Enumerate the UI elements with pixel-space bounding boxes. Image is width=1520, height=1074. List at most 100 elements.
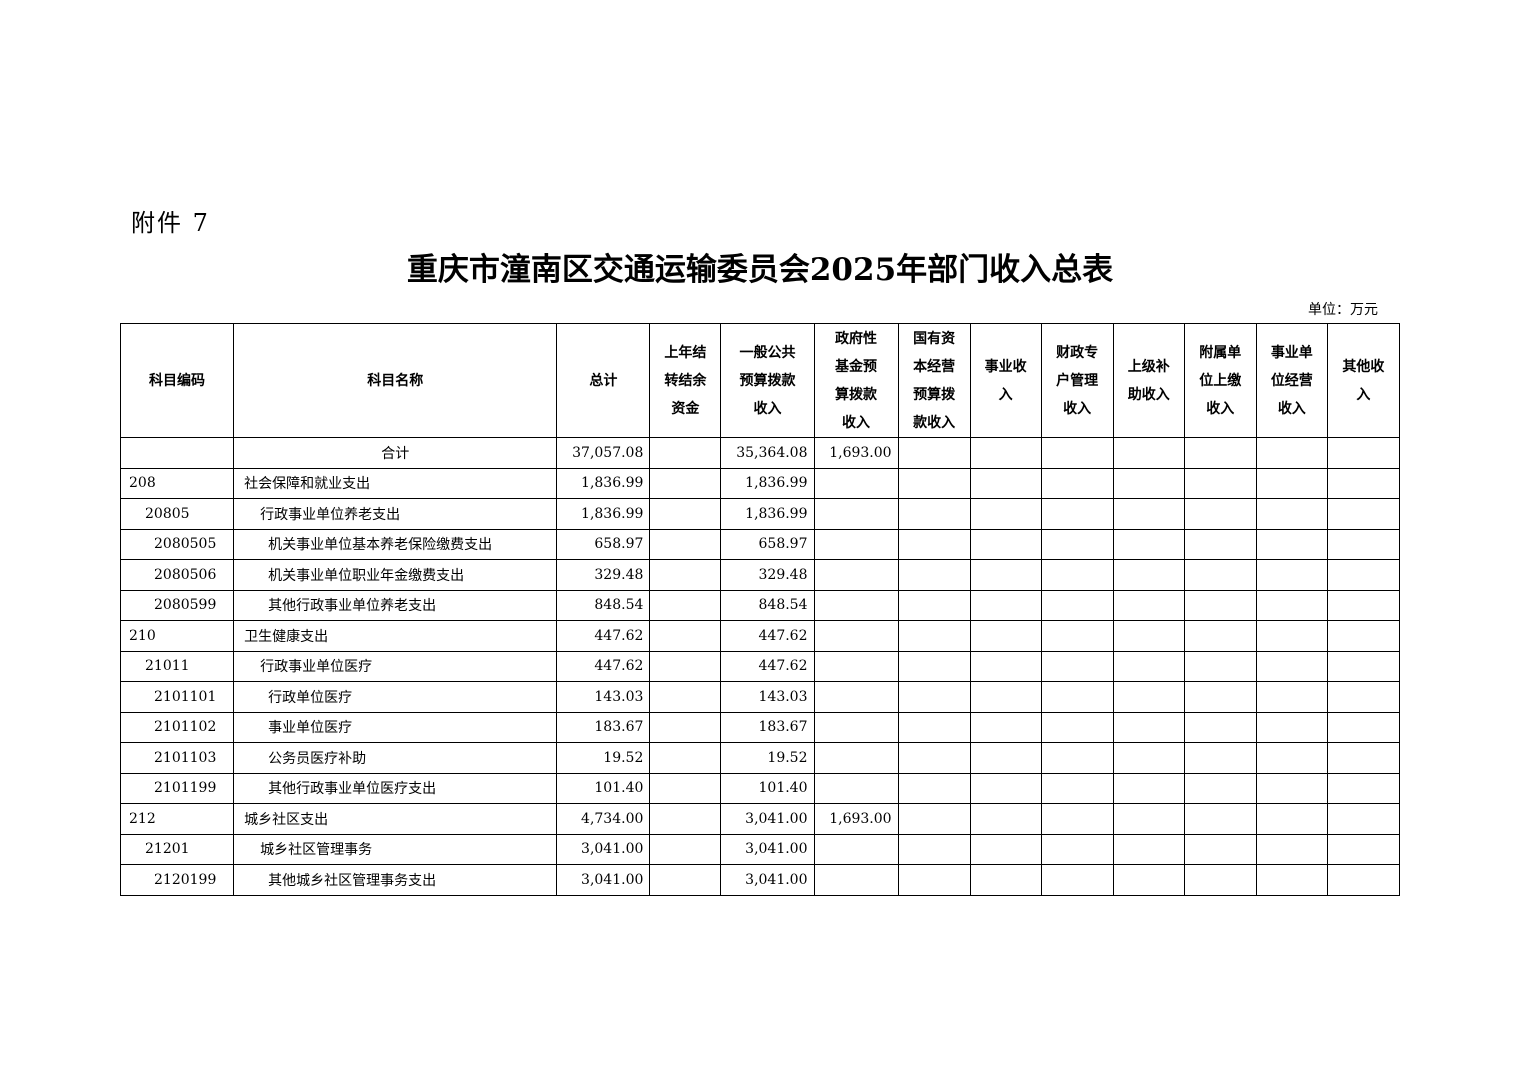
empty-cell <box>1255 803 1328 835</box>
table-row: 2101101 行政单位医疗 143.03 143.03 <box>119 681 1401 713</box>
total-label: 合计 <box>233 437 558 469</box>
carryover-cell <box>649 772 722 804</box>
empty-cell <box>1183 864 1257 896</box>
empty-cell <box>1040 681 1114 713</box>
empty-cell <box>1183 467 1257 499</box>
empty-cell <box>897 589 971 621</box>
total-fund: 1,693.00 <box>813 437 899 469</box>
empty-cell <box>1255 498 1328 530</box>
empty-cell <box>897 528 971 560</box>
fund-cell <box>813 589 899 621</box>
total-general: 35,364.08 <box>720 437 815 469</box>
carryover-cell <box>649 650 722 682</box>
name-cell: 机关事业单位职业年金缴费支出 <box>233 559 558 591</box>
fund-cell <box>813 742 899 774</box>
name-cell: 机关事业单位基本养老保险缴费支出 <box>233 528 558 560</box>
total-cell: 183.67 <box>556 711 651 743</box>
empty-cell <box>897 833 971 865</box>
total-cell: 3,041.00 <box>556 833 651 865</box>
name-cell: 城乡社区支出 <box>233 803 558 835</box>
empty-cell <box>1040 650 1114 682</box>
header-row: 科目编码 科目名称 总计 上年结转结余资金 一般公共预算拨款收入 政府性基金预算… <box>119 323 1401 438</box>
total-cell: 329.48 <box>556 559 651 591</box>
empty-cell <box>1326 833 1401 865</box>
fund-cell <box>813 620 899 652</box>
fund-cell <box>813 650 899 682</box>
empty-cell <box>969 711 1042 743</box>
empty-cell <box>1040 559 1114 591</box>
fund-cell <box>813 681 899 713</box>
empty-cell <box>1183 589 1257 621</box>
empty-cell <box>1040 711 1114 743</box>
empty-cell <box>1255 467 1328 499</box>
empty-cell <box>897 864 971 896</box>
empty-cell <box>1183 620 1257 652</box>
empty-cell <box>1326 528 1401 560</box>
empty-cell <box>1183 498 1257 530</box>
header-business: 事业收入 <box>969 323 1042 438</box>
empty-cell <box>1040 589 1114 621</box>
total-cell: 3,041.00 <box>556 864 651 896</box>
table-row: 210 卫生健康支出 447.62 447.62 <box>119 620 1401 652</box>
empty-cell <box>1112 803 1185 835</box>
empty-cell <box>1112 620 1185 652</box>
fund-cell <box>813 467 899 499</box>
code-cell: 2080506 <box>119 559 235 591</box>
total-cell: 447.62 <box>556 650 651 682</box>
name-cell: 公务员医疗补助 <box>233 742 558 774</box>
table-row: 21011 行政事业单位医疗 447.62 447.62 <box>119 650 1401 682</box>
empty-cell <box>969 498 1042 530</box>
empty-cell <box>969 864 1042 896</box>
carryover-cell <box>649 711 722 743</box>
empty-cell <box>1255 589 1328 621</box>
general-cell: 3,041.00 <box>720 864 815 896</box>
total-cell: 19.52 <box>556 742 651 774</box>
empty-cell <box>1040 467 1114 499</box>
total-cell: 4,734.00 <box>556 803 651 835</box>
carryover-cell <box>649 620 722 652</box>
table-row: 2080505 机关事业单位基本养老保险缴费支出 658.97 658.97 <box>119 528 1401 560</box>
empty-cell <box>1112 681 1185 713</box>
empty-cell <box>897 681 971 713</box>
code-cell: 208 <box>119 467 235 499</box>
empty-cell <box>1183 559 1257 591</box>
carryover-cell <box>649 467 722 499</box>
name-cell: 其他城乡社区管理事务支出 <box>233 864 558 896</box>
empty-cell <box>1040 772 1114 804</box>
empty-cell <box>1326 467 1401 499</box>
empty-cell <box>1183 833 1257 865</box>
name-cell: 行政单位医疗 <box>233 681 558 713</box>
empty-cell <box>1040 498 1114 530</box>
empty-cell <box>1326 864 1401 896</box>
empty-cell <box>1326 681 1401 713</box>
empty-cell <box>1326 620 1401 652</box>
general-cell: 101.40 <box>720 772 815 804</box>
table-row: 2080599 其他行政事业单位养老支出 848.54 848.54 <box>119 589 1401 621</box>
carryover-cell <box>649 803 722 835</box>
header-general: 一般公共预算拨款收入 <box>720 323 815 438</box>
empty-cell <box>969 528 1042 560</box>
empty-cell <box>1183 742 1257 774</box>
code-cell: 21201 <box>119 833 235 865</box>
name-cell: 其他行政事业单位医疗支出 <box>233 772 558 804</box>
general-cell: 1,836.99 <box>720 467 815 499</box>
table-row: 212 城乡社区支出 4,734.00 3,041.00 1,693.00 <box>119 803 1401 835</box>
empty-cell <box>969 742 1042 774</box>
name-cell: 行政事业单位养老支出 <box>233 498 558 530</box>
header-special-account: 财政专户管理收入 <box>1040 323 1114 438</box>
empty-cell <box>897 742 971 774</box>
empty-cell <box>1040 803 1114 835</box>
name-cell: 社会保障和就业支出 <box>233 467 558 499</box>
general-cell: 143.03 <box>720 681 815 713</box>
unit-label: 单位：万元 <box>1308 302 1378 318</box>
empty-cell <box>1112 650 1185 682</box>
empty-cell <box>1183 650 1257 682</box>
empty-cell <box>969 772 1042 804</box>
name-cell: 城乡社区管理事务 <box>233 833 558 865</box>
code-cell: 2101199 <box>119 772 235 804</box>
header-name: 科目名称 <box>233 323 558 438</box>
name-cell: 行政事业单位医疗 <box>233 650 558 682</box>
header-fund: 政府性基金预算拨款收入 <box>813 323 899 438</box>
empty-cell <box>969 833 1042 865</box>
empty-cell <box>1255 528 1328 560</box>
